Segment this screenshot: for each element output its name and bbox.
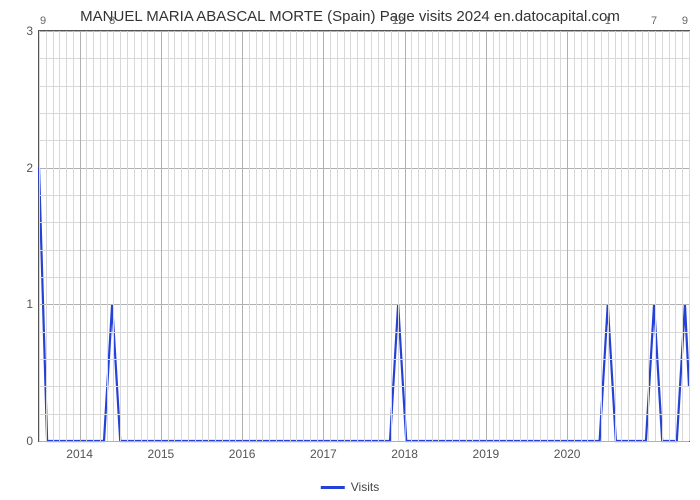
peak-label: 8 [109,15,115,27]
xtick-label: 2016 [229,447,256,461]
xtick-label: 2019 [473,447,500,461]
chart-title: MANUEL MARIA ABASCAL MORTE (Spain) Page … [0,0,700,25]
peak-label: 9 [682,15,688,27]
xtick-label: 2018 [391,447,418,461]
legend: Visits [321,480,379,494]
visits-chart: MANUEL MARIA ABASCAL MORTE (Spain) Page … [0,0,700,500]
xtick-label: 2014 [66,447,93,461]
peak-label: 12 [392,15,404,27]
xtick-label: 2015 [148,447,175,461]
xtick-label: 2020 [554,447,581,461]
legend-label: Visits [351,480,379,494]
ytick-label: 0 [26,434,33,448]
ytick-label: 2 [26,161,33,175]
plot-area: 012320142015201620172018201920209812179 [38,30,690,442]
legend-swatch [321,486,345,489]
ytick-label: 1 [26,297,33,311]
ytick-label: 3 [26,24,33,38]
peak-label: 7 [651,15,657,27]
peak-label: 1 [605,15,611,27]
xtick-label: 2017 [310,447,337,461]
peak-label: 9 [40,15,46,27]
